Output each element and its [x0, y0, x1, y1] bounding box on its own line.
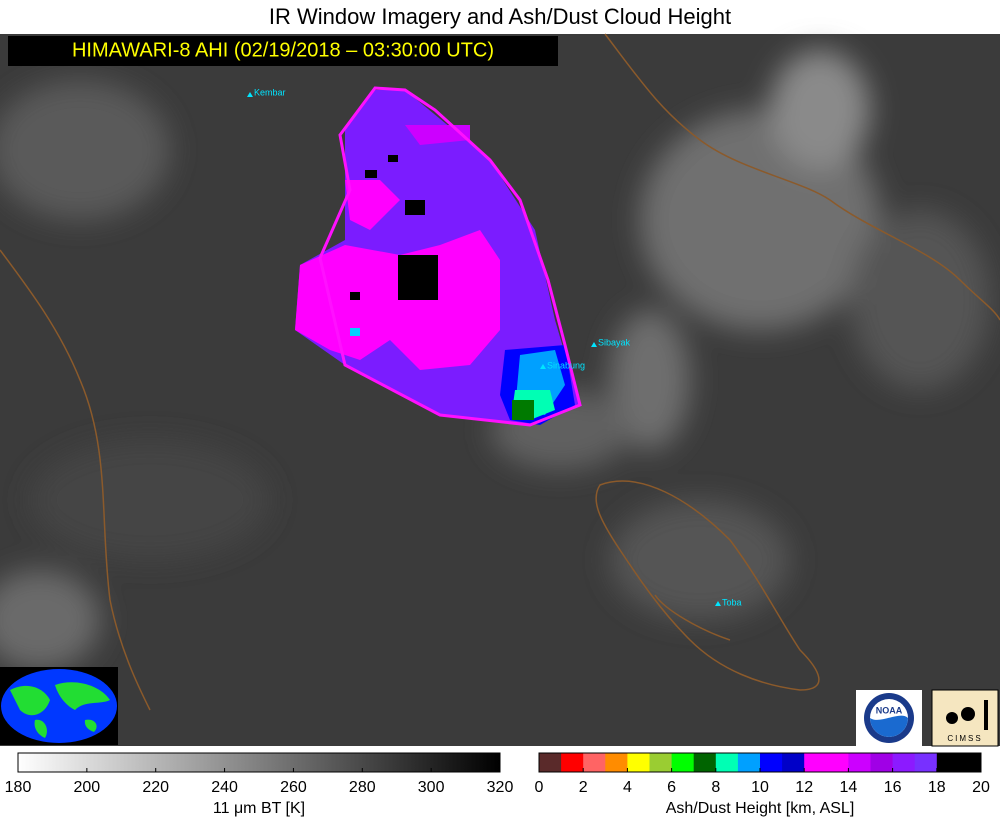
place-markers: Kembar Sibayak Sinabung Toba [247, 87, 742, 607]
colorbar-frame [17, 752, 501, 773]
color-swatch [561, 753, 584, 772]
ash-cloud [295, 86, 582, 427]
color-swatch [892, 753, 916, 772]
tick-label: 300 [418, 779, 445, 796]
globe-inset [0, 667, 118, 745]
color-swatch [539, 753, 562, 772]
color-swatch [605, 753, 628, 772]
tick-label: 0 [535, 779, 544, 796]
color-swatch [958, 753, 982, 772]
cimss-logo: CIMSS [931, 689, 999, 747]
color-swatch [715, 753, 739, 772]
tick-label: 12 [795, 779, 813, 796]
colorbars: 180 200 220 240 260 280 300 320 11 μm BT [K] 0 2 4 6… [5, 752, 990, 817]
color-swatch [737, 753, 761, 772]
place-label: Sinabung [547, 360, 585, 370]
color-swatch [760, 753, 783, 772]
tick-label: 320 [487, 779, 514, 796]
colorbar-label: Ash/Dust Height [km, ASL] [666, 800, 855, 817]
tick-label: 240 [211, 779, 238, 796]
place-label: Sibayak [598, 337, 631, 347]
place-label: Toba [722, 597, 742, 607]
tick-label: 20 [972, 779, 990, 796]
place-label: Kembar [254, 87, 286, 97]
color-swatch [848, 753, 871, 772]
color-swatch [693, 753, 717, 772]
tick-label: 200 [74, 779, 101, 796]
color-swatch [671, 753, 695, 772]
noaa-logo: NOAA [856, 690, 922, 746]
tick-label: 4 [623, 779, 632, 796]
cimss-text: CIMSS [947, 734, 982, 743]
tick-label: 8 [711, 779, 720, 796]
tick-label: 14 [840, 779, 858, 796]
color-swatch [583, 753, 606, 772]
color-swatch [804, 753, 827, 772]
tick-label: 2 [579, 779, 588, 796]
tick-label: 6 [667, 779, 676, 796]
cloud-texture [0, 50, 990, 670]
banner-box [8, 36, 558, 66]
color-swatch [826, 753, 849, 772]
color-swatch [914, 753, 938, 772]
tick-label: 260 [280, 779, 307, 796]
tick-label: 10 [751, 779, 769, 796]
color-swatch [936, 753, 960, 772]
ir-image: Kembar Sibayak Sinabung Toba HIMAWARI-8 … [0, 33, 1000, 747]
colorbar-label: 11 μm BT [K] [213, 800, 305, 817]
tick-label: 180 [5, 779, 32, 796]
tick-label: 18 [928, 779, 946, 796]
banner: HIMAWARI-8 AHI (02/19/2018 – 03:30:00 UT… [72, 39, 494, 61]
color-swatch [870, 753, 894, 772]
color-swatch [649, 753, 673, 772]
tick-label: 280 [349, 779, 376, 796]
colorbar [18, 753, 500, 772]
noaa-text: NOAA [876, 705, 903, 715]
coastlines [0, 33, 1000, 711]
tick-label: 16 [884, 779, 902, 796]
color-swatch [782, 753, 805, 772]
tick-label: 220 [142, 779, 169, 796]
color-swatch [627, 753, 650, 772]
title: IR Window Imagery and Ash/Dust Cloud Hei… [269, 4, 731, 29]
